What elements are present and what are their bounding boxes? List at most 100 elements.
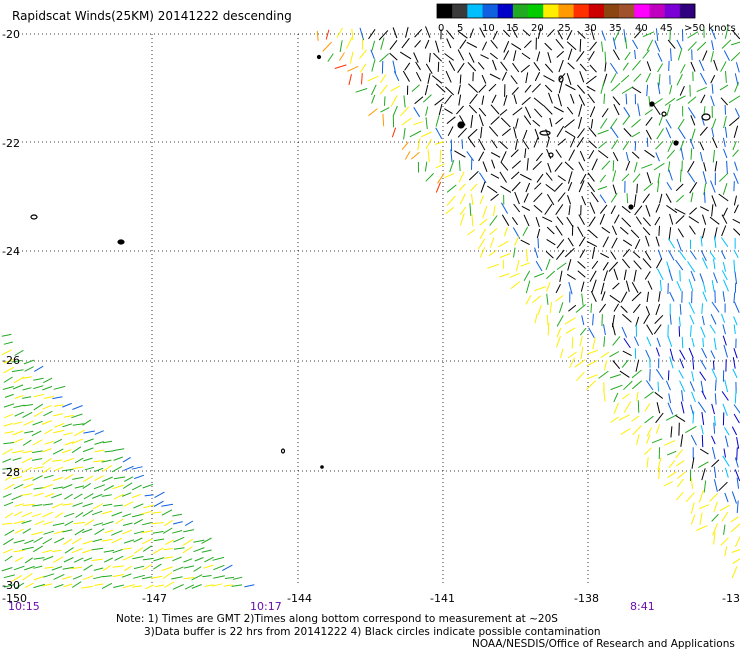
wind-vector: [23, 483, 34, 489]
wind-vector: [478, 114, 484, 127]
wind-vector: [603, 388, 606, 402]
wind-vector: [123, 501, 134, 507]
wind-vector: [437, 61, 440, 72]
wind-vector: [520, 239, 530, 246]
wind-vector: [91, 510, 103, 516]
wind-vector: [500, 151, 507, 163]
wind-vector: [525, 249, 528, 262]
wind-vector: [599, 213, 605, 225]
wind-vector: [487, 263, 499, 269]
wind-vector: [635, 359, 640, 372]
wind-vector: [131, 466, 143, 470]
wind-vector: [568, 149, 576, 161]
wind-vector: [625, 160, 631, 171]
wind-vector: [665, 193, 672, 203]
wind-vector: [559, 270, 563, 282]
wind-vector: [359, 49, 367, 60]
wind-vector: [499, 140, 508, 150]
wind-vector: [733, 316, 738, 326]
wind-vector: [470, 115, 474, 128]
wind-vector: [591, 158, 598, 171]
wind-vector: [42, 549, 53, 554]
wind-vector: [526, 158, 529, 171]
wind-vector: [700, 425, 704, 435]
wind-vector: [446, 29, 455, 40]
wind-vector: [646, 427, 652, 437]
wind-vector: [71, 446, 82, 454]
wind-vector: [194, 557, 204, 562]
wind-vector: [379, 84, 388, 95]
wind-vector: [644, 149, 655, 158]
wind-vector: [655, 152, 660, 162]
wind-vector: [644, 391, 654, 399]
wind-vector: [201, 549, 212, 553]
wind-vector: [730, 51, 740, 62]
wind-vector: [599, 118, 608, 129]
wind-vector: [101, 459, 112, 463]
wind-vector: [722, 183, 728, 195]
wind-vector: [678, 369, 684, 379]
wind-vector: [545, 183, 556, 193]
wind-vector: [711, 127, 715, 138]
wind-vector: [722, 261, 727, 272]
wind-vector: [655, 424, 661, 434]
wind-vector: [587, 172, 595, 182]
wind-vector: [714, 161, 718, 172]
wind-vector: [711, 40, 714, 51]
wind-vector: [390, 85, 401, 92]
wind-vector: [667, 402, 674, 415]
wind-vector: [370, 49, 375, 60]
wind-vector: [553, 106, 564, 113]
wind-vector: [401, 117, 412, 126]
wind-vector: [620, 74, 630, 83]
wind-vector: [489, 52, 498, 60]
wind-vector: [690, 115, 696, 126]
wind-vector: [420, 131, 432, 138]
wind-vector: [33, 557, 45, 560]
wind-vector: [588, 216, 596, 227]
wind-vector: [711, 403, 715, 415]
wind-vector: [728, 117, 740, 127]
wind-vector: [733, 195, 737, 206]
wind-vector: [503, 94, 508, 106]
wind-vector: [699, 72, 707, 85]
wind-vector: [698, 490, 704, 503]
time-labels: 10:15 10:17 8:41: [8, 600, 655, 613]
wind-vector: [213, 564, 225, 571]
wind-vector: [667, 39, 676, 49]
wind-vector: [523, 40, 532, 49]
wind-vector: [696, 525, 708, 531]
wind-vector: [446, 184, 457, 193]
wind-vector: [74, 485, 85, 489]
wind-vector: [586, 359, 598, 367]
wind-vector: [467, 61, 477, 72]
wind-vector: [601, 314, 603, 327]
wind-vector: [587, 182, 596, 193]
wind-vector: [498, 240, 509, 248]
wind-vector: [145, 584, 154, 590]
wind-vector: [193, 539, 205, 543]
wind-vector: [101, 582, 113, 590]
wind-vector: [24, 557, 33, 564]
wind-vector: [370, 84, 377, 96]
wind-vector: [389, 52, 398, 61]
wind-vector: [597, 150, 609, 159]
wind-vector: [478, 172, 487, 184]
wind-vector: [534, 313, 538, 324]
wind-vector: [612, 37, 617, 50]
wind-vector: [445, 206, 455, 215]
wind-vector: [533, 97, 545, 107]
wind-vector: [477, 238, 486, 250]
wind-vector: [599, 204, 608, 214]
wind-vector: [589, 41, 597, 51]
wind-vector: [152, 530, 164, 534]
wind-vector: [163, 556, 174, 559]
wind-vector: [668, 249, 675, 261]
wind-vector: [102, 440, 113, 444]
wind-vector: [435, 83, 446, 93]
wind-vector: [578, 236, 586, 247]
wind-vector: [624, 51, 631, 61]
wind-vector: [676, 281, 682, 292]
wind-vector: [83, 475, 94, 483]
wind-vector: [481, 74, 487, 84]
